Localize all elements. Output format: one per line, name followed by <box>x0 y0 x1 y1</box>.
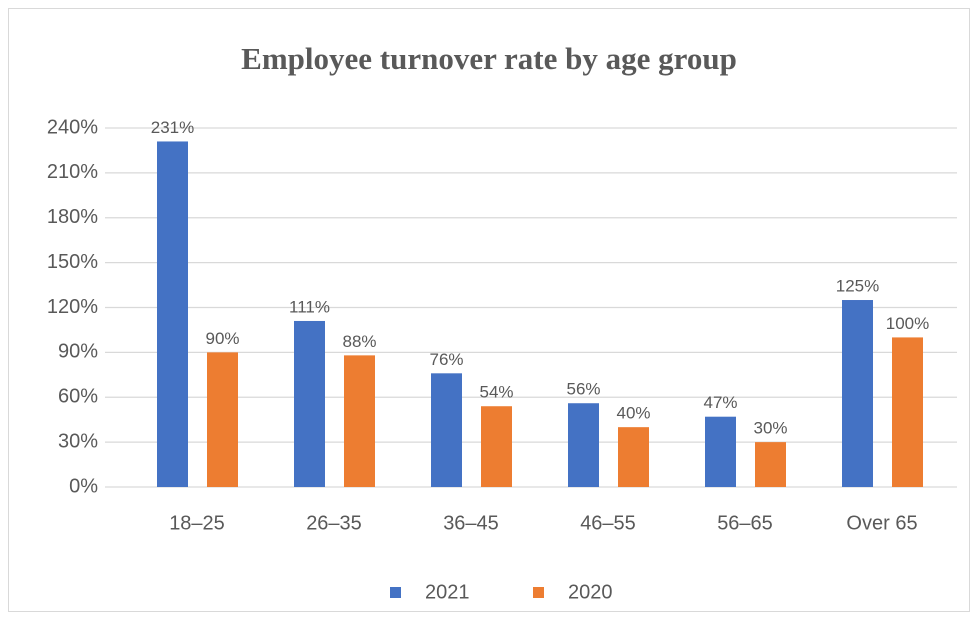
bar <box>842 300 873 487</box>
value-label: 88% <box>342 332 376 351</box>
legend-swatch <box>533 587 544 598</box>
chart-title: Employee turnover rate by age group <box>241 41 737 76</box>
value-label: 90% <box>205 329 239 348</box>
x-tick-label: 56–65 <box>717 512 773 534</box>
value-label: 111% <box>289 297 330 316</box>
value-label: 76% <box>429 350 463 369</box>
bar <box>481 406 512 487</box>
bar <box>755 442 786 487</box>
y-tick-label: 90% <box>58 341 98 363</box>
y-tick-label: 180% <box>47 206 98 228</box>
y-tick-label: 150% <box>47 251 98 273</box>
legend-label: 2021 <box>425 581 470 603</box>
bar <box>618 427 649 487</box>
y-tick-label: 30% <box>58 430 98 452</box>
x-tick-label: 18–25 <box>169 512 225 534</box>
value-label: 40% <box>616 404 650 423</box>
bar <box>705 416 736 487</box>
bar <box>294 320 325 487</box>
x-tick-label: Over 65 <box>846 512 917 534</box>
x-tick-label: 36–45 <box>443 512 499 534</box>
bar <box>431 373 462 487</box>
value-label: 100% <box>886 314 929 333</box>
bar <box>568 403 599 487</box>
y-tick-label: 240% <box>47 116 98 138</box>
bar <box>892 337 923 487</box>
y-tick-label: 0% <box>69 475 98 497</box>
y-tick-label: 120% <box>47 296 98 318</box>
y-tick-label: 210% <box>47 161 98 183</box>
bar <box>157 141 188 487</box>
value-label: 47% <box>703 393 737 412</box>
legend-swatch <box>390 587 401 598</box>
x-tick-label: 26–35 <box>306 512 362 534</box>
value-label: 54% <box>479 383 513 402</box>
value-label: 30% <box>753 419 787 438</box>
value-label: 231% <box>151 118 194 137</box>
bar <box>207 352 238 487</box>
value-label: 125% <box>836 277 879 296</box>
y-tick-label: 60% <box>58 386 98 408</box>
legend-label: 2020 <box>568 581 613 603</box>
bar <box>344 355 375 487</box>
x-tick-label: 46–55 <box>580 512 636 534</box>
value-label: 56% <box>566 380 600 399</box>
